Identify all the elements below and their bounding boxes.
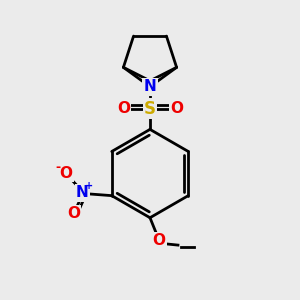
Text: O: O <box>117 101 130 116</box>
Text: O: O <box>152 233 165 248</box>
Text: -: - <box>55 160 60 174</box>
Text: O: O <box>67 206 80 221</box>
Text: +: + <box>85 181 93 191</box>
Text: N: N <box>144 79 156 94</box>
Text: O: O <box>170 101 183 116</box>
Text: N: N <box>76 185 89 200</box>
Text: O: O <box>60 166 73 181</box>
Text: S: S <box>144 100 156 118</box>
